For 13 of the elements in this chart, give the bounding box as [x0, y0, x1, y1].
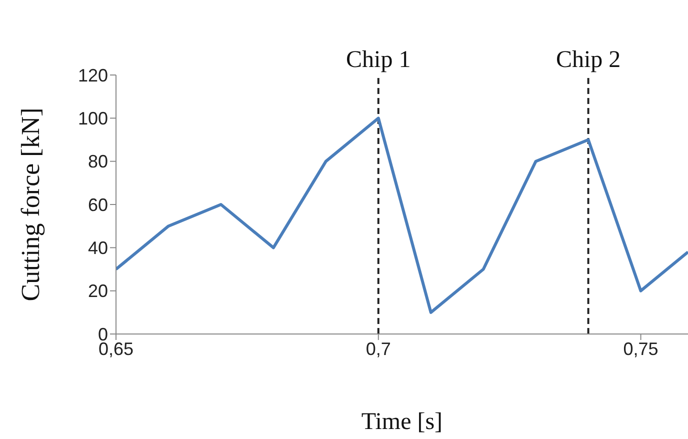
ref-line-label: Chip 2	[556, 47, 621, 73]
y-tick-label: 60	[88, 194, 108, 215]
y-tick-label: 40	[88, 238, 108, 258]
y-tick-label: 100	[78, 108, 108, 129]
line-series	[116, 116, 688, 314]
y-tick-label: 80	[88, 152, 108, 172]
y-axis-title: Cutting force [kN]	[16, 108, 46, 302]
x-tick-label: 0,75	[623, 338, 658, 359]
x-axis-title: Time [s]	[361, 409, 443, 435]
x-tick-label: 0,7	[366, 338, 391, 359]
y-tick-label: 120	[78, 65, 108, 86]
ref-line-label: Chip 1	[346, 47, 411, 73]
y-tick-label: 20	[88, 281, 108, 302]
